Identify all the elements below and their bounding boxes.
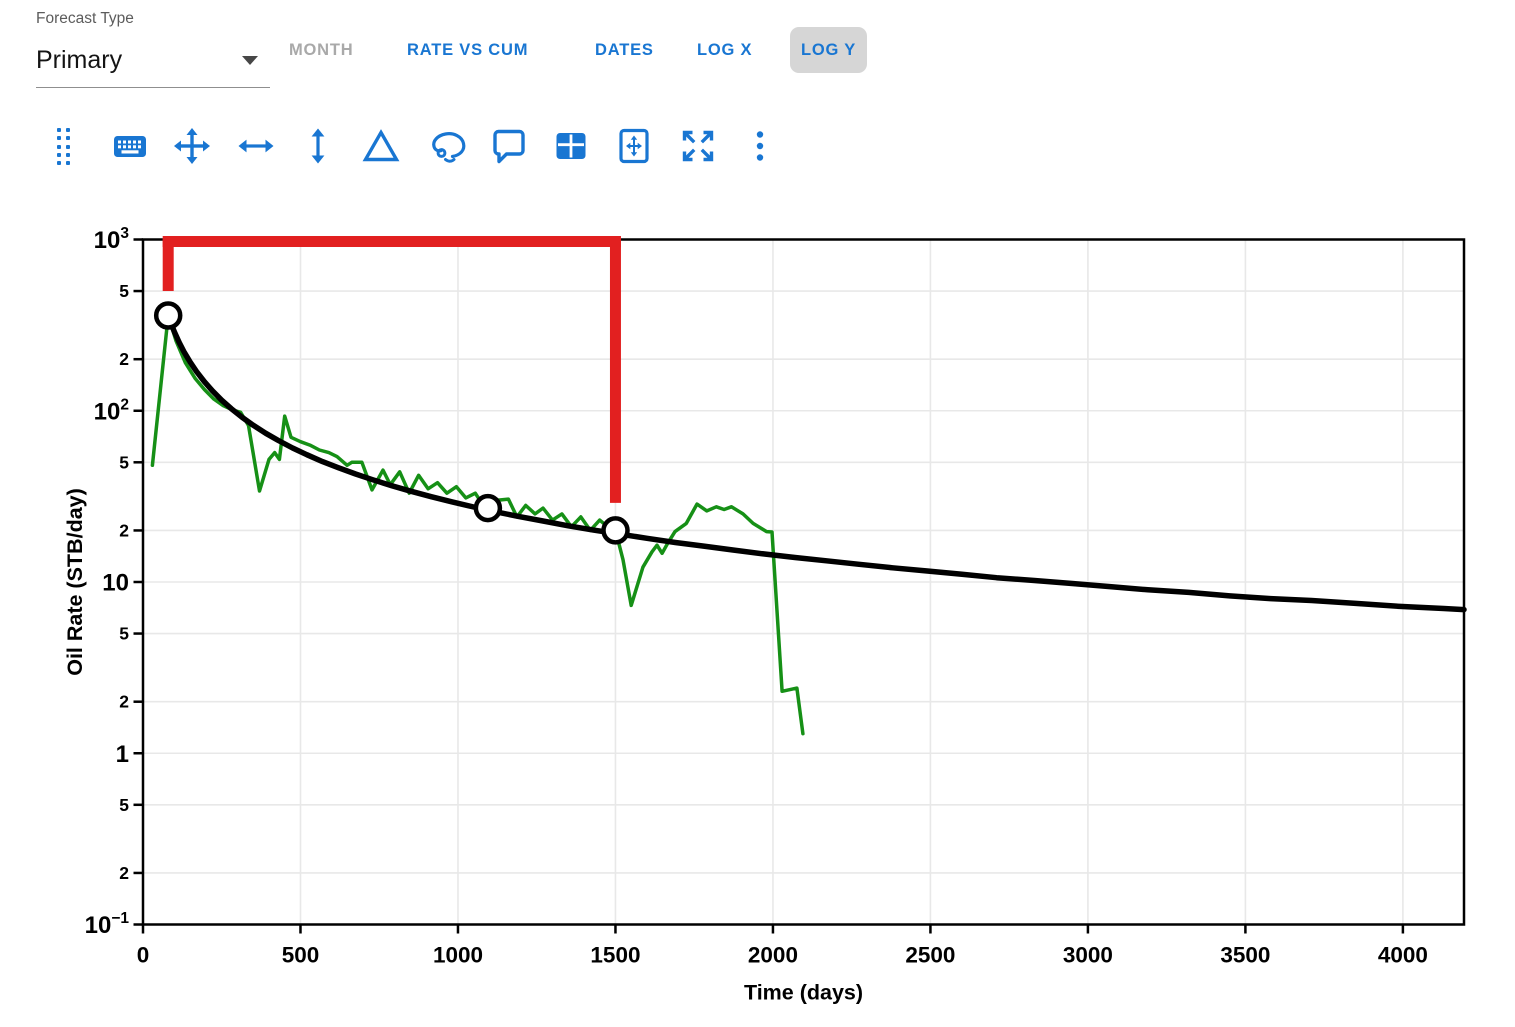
x-tick-label: 1000 bbox=[433, 943, 483, 968]
tab-month[interactable]: MONTH bbox=[289, 41, 354, 59]
axis-labels: 103 5 2 102 5 2 10 5 2 1 5 2 10−1 0 500 1000 1500 2000 250… bbox=[63, 225, 1428, 1005]
tab-log-x[interactable]: LOG X bbox=[697, 41, 753, 59]
x-axis-title: Time (days) bbox=[744, 981, 863, 1005]
y-tick-label: 2 bbox=[119, 520, 129, 540]
x-tick-label: 1500 bbox=[590, 943, 640, 968]
lasso-select-icon[interactable] bbox=[427, 126, 467, 166]
more-options-icon[interactable] bbox=[740, 126, 780, 166]
triangle-draw-icon[interactable] bbox=[361, 126, 401, 166]
y-tick-label: 103 bbox=[94, 225, 130, 254]
x-tick-label: 4000 bbox=[1378, 943, 1428, 968]
y-tick-label: 1 bbox=[116, 741, 129, 768]
y-tick-label: 10 bbox=[102, 570, 129, 597]
forecast-anchor[interactable] bbox=[473, 493, 503, 523]
forecast-anchor[interactable] bbox=[601, 516, 630, 545]
x-tick-label: 0 bbox=[137, 943, 150, 968]
y-tick-label: 2 bbox=[119, 863, 129, 883]
keyboard-icon[interactable] bbox=[110, 126, 150, 166]
pan-icon[interactable] bbox=[172, 126, 212, 166]
x-tick-label: 3000 bbox=[1063, 943, 1113, 968]
drag-handle-icon[interactable] bbox=[57, 128, 70, 166]
y-tick-label: 5 bbox=[119, 452, 129, 472]
fullscreen-icon[interactable] bbox=[678, 126, 718, 166]
forecast-type-value: Primary bbox=[36, 45, 123, 74]
forecast-curve bbox=[165, 312, 1467, 613]
y-tick-label: 5 bbox=[119, 281, 129, 301]
tab-log-y[interactable]: LOG Y bbox=[790, 27, 868, 73]
expand-horizontal-icon[interactable] bbox=[236, 126, 276, 166]
fit-view-icon[interactable] bbox=[614, 126, 654, 166]
chevron-down-icon bbox=[242, 55, 258, 65]
tab-dates[interactable]: DATES bbox=[595, 41, 654, 59]
x-tick-label: 500 bbox=[282, 943, 320, 968]
y-tick-label: 5 bbox=[119, 795, 129, 815]
forecast-type-label: Forecast Type bbox=[36, 10, 134, 27]
comment-icon[interactable] bbox=[489, 126, 529, 166]
x-tick-label: 2000 bbox=[748, 943, 798, 968]
y-tick-label: 2 bbox=[119, 692, 129, 712]
x-tick-label: 2500 bbox=[905, 943, 955, 968]
tab-rate-vs-cum[interactable]: RATE VS CUM bbox=[407, 41, 529, 59]
axis-ticks bbox=[133, 238, 1405, 934]
y-tick-label: 2 bbox=[119, 349, 129, 369]
data-table-icon[interactable] bbox=[551, 126, 591, 166]
y-tick-label: 102 bbox=[94, 396, 129, 425]
x-tick-label: 3500 bbox=[1220, 943, 1270, 968]
y-tick-label: 10−1 bbox=[85, 910, 130, 939]
y-tick-label: 5 bbox=[119, 624, 129, 644]
forecast-type-select[interactable]: Primary bbox=[36, 36, 270, 84]
gridlines bbox=[143, 238, 1464, 926]
select-underline bbox=[36, 87, 270, 88]
y-axis-title: Oil Rate (STB/day) bbox=[63, 488, 87, 676]
forecast-range-bracket[interactable] bbox=[162, 236, 621, 503]
production-history bbox=[150, 313, 805, 736]
expand-vertical-icon[interactable] bbox=[298, 126, 338, 166]
forecast-anchor[interactable] bbox=[153, 301, 183, 330]
